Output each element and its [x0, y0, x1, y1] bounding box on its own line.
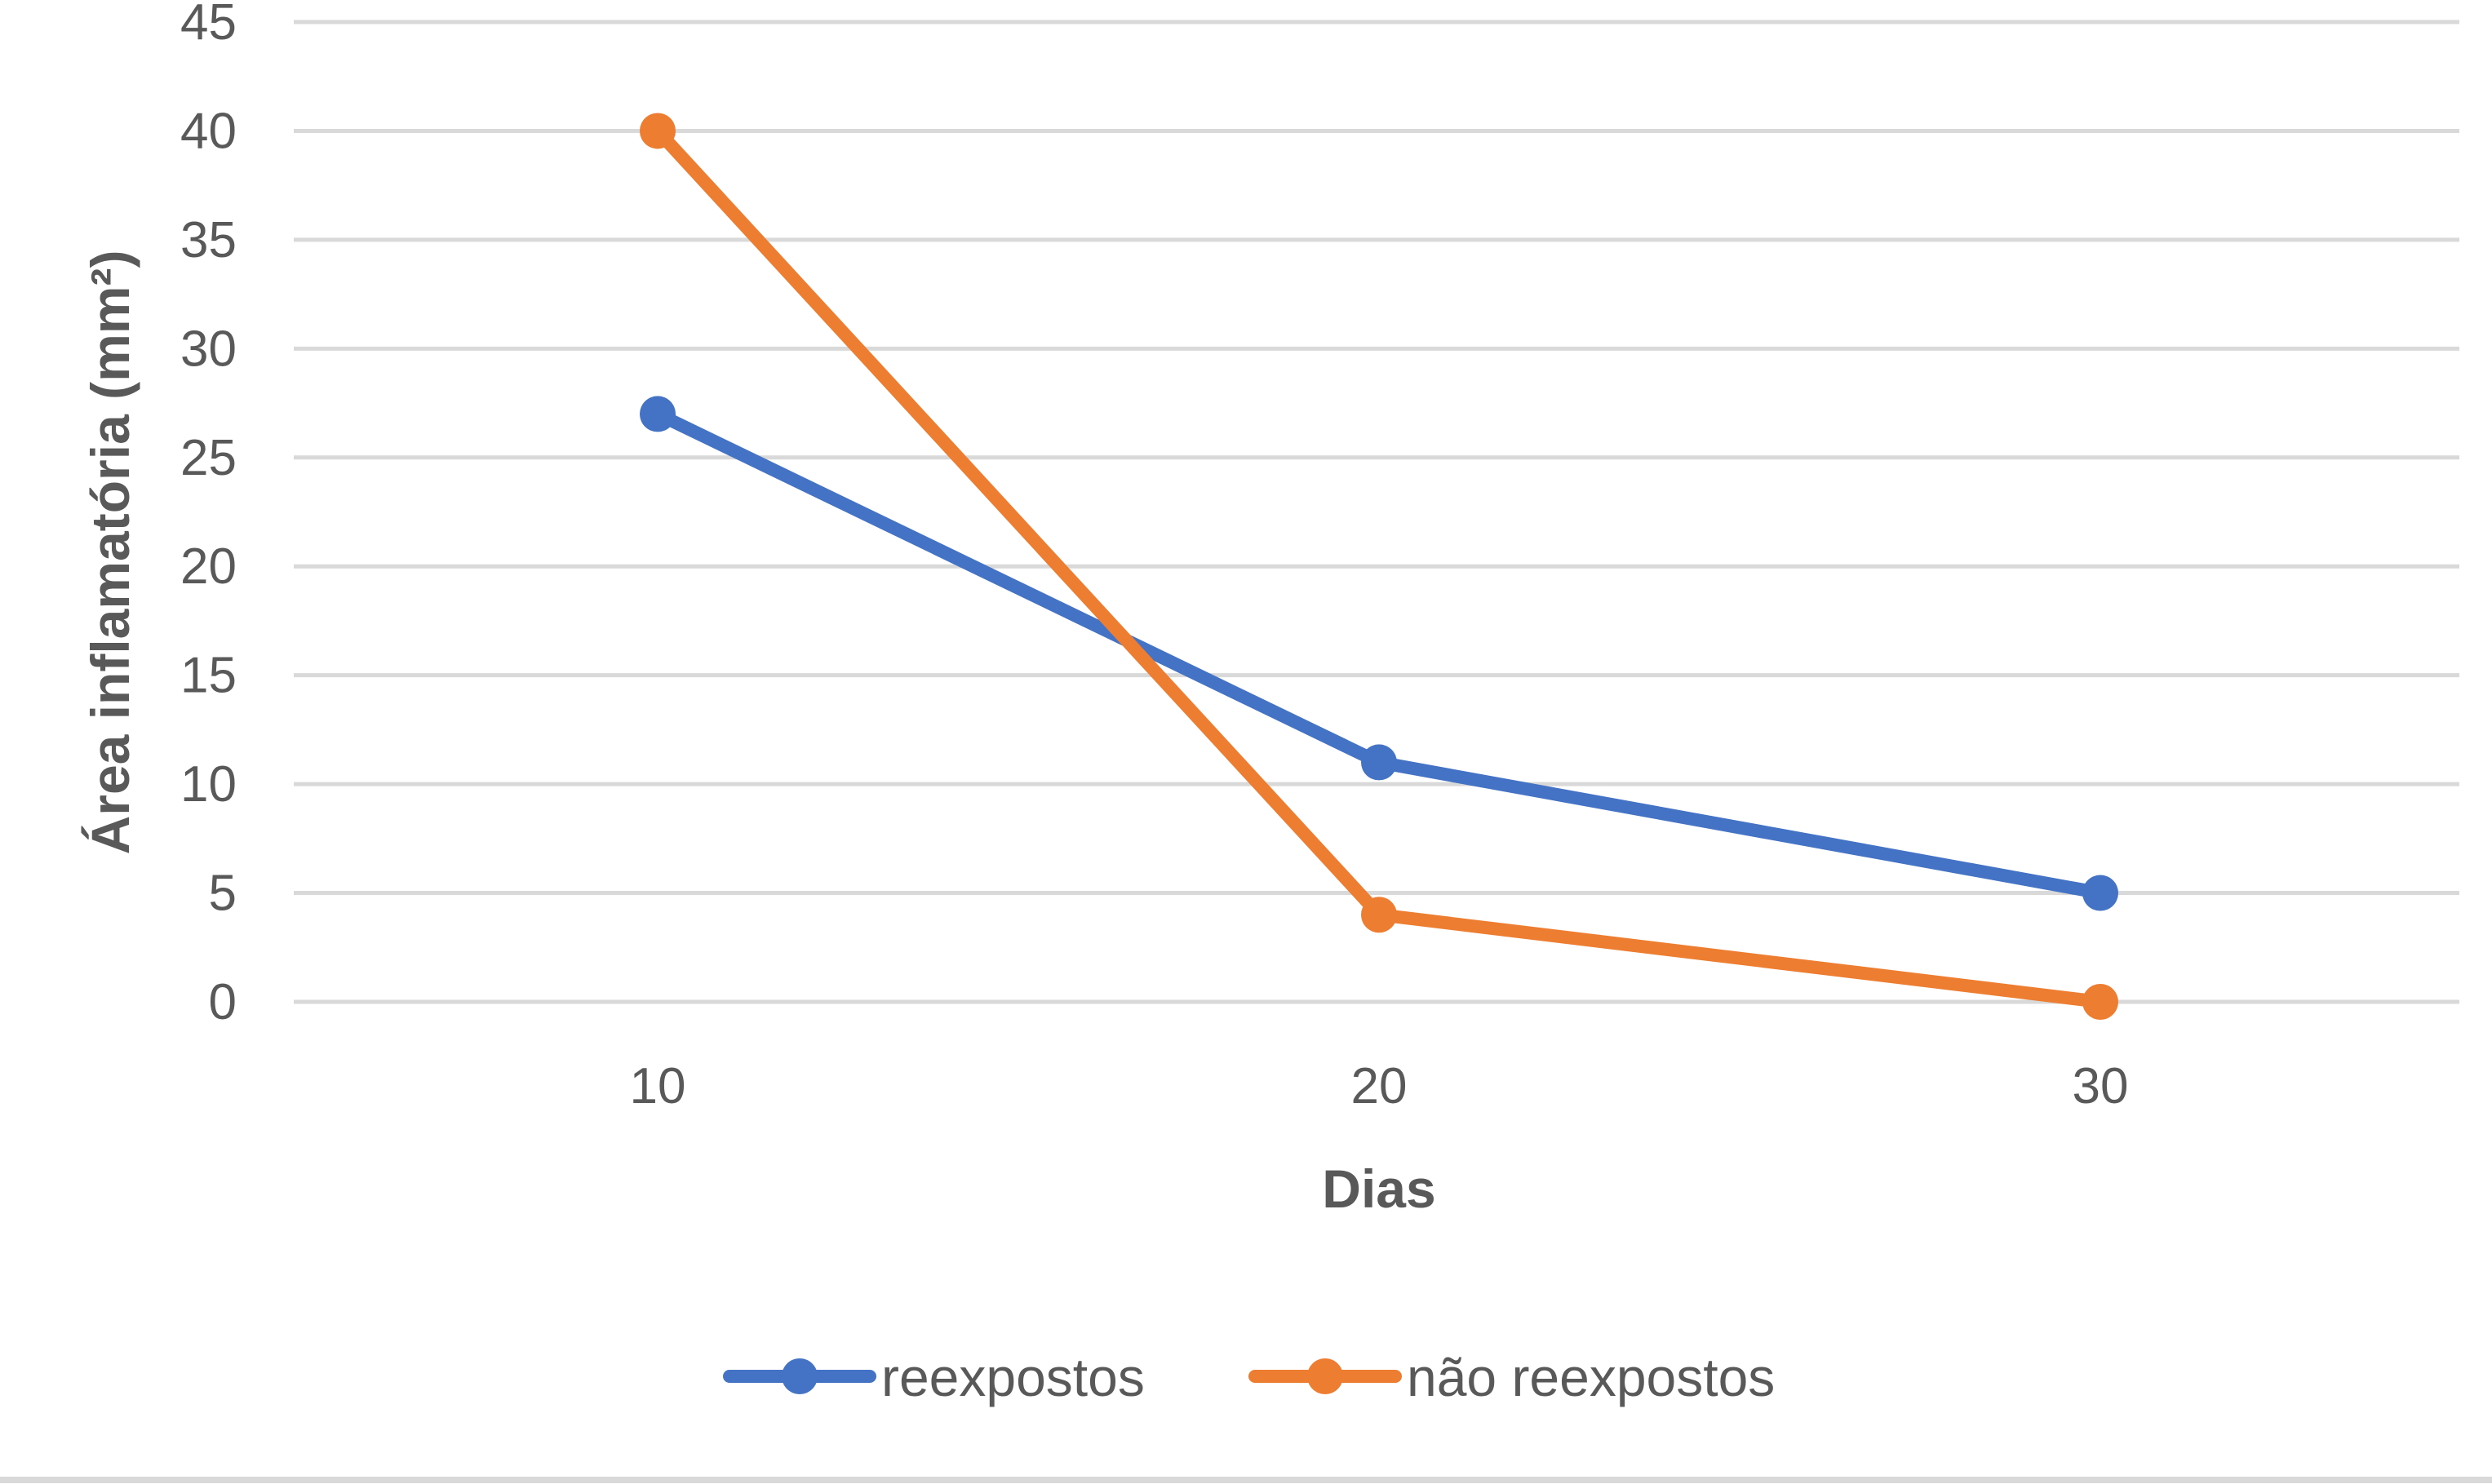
- y-tick-label: 30: [180, 321, 237, 377]
- series-1: [640, 113, 2118, 1020]
- legend-item: reexpostos: [723, 1347, 1145, 1407]
- legend-label: reexpostos: [881, 1347, 1145, 1407]
- gridlines: [294, 20, 2459, 1004]
- x-tick-label: 20: [1351, 1058, 1408, 1114]
- y-tick-label: 40: [180, 103, 237, 159]
- series-lines: [640, 113, 2118, 1020]
- x-tick-label: 10: [630, 1058, 686, 1114]
- x-tick-labels: 10 20 30: [630, 1058, 2129, 1114]
- y-tick-label: 25: [180, 430, 237, 486]
- series-line: [651, 407, 2107, 900]
- y-tick-label: 0: [209, 974, 237, 1030]
- y-tick-label: 35: [180, 212, 237, 268]
- y-tick-label: 45: [180, 0, 237, 51]
- data-point: [2082, 984, 2118, 1020]
- legend-marker: [1307, 1358, 1343, 1394]
- x-tick-label: 30: [2073, 1058, 2129, 1114]
- data-point: [2082, 875, 2118, 911]
- x-axis-title: Dias: [1322, 1158, 1435, 1219]
- data-point: [1361, 744, 1397, 781]
- y-tick-label: 10: [180, 756, 237, 813]
- y-tick-label: 20: [180, 538, 237, 595]
- data-point: [640, 113, 676, 149]
- data-point: [1361, 897, 1397, 933]
- y-tick-labels: 0 5 10 15 20 25 30 35 40 45: [180, 0, 237, 1030]
- legend-marker: [782, 1358, 818, 1394]
- y-tick-label: 15: [180, 648, 237, 704]
- legend: reexpostos não reexpostos: [723, 1347, 1775, 1407]
- y-tick-label: 5: [209, 866, 237, 922]
- legend-item: não reexpostos: [1248, 1347, 1775, 1407]
- y-axis-title: Área inflamatória (mm²): [80, 250, 140, 855]
- series-0: [640, 396, 2118, 911]
- legend-label: não reexpostos: [1407, 1347, 1775, 1407]
- data-point: [640, 396, 676, 432]
